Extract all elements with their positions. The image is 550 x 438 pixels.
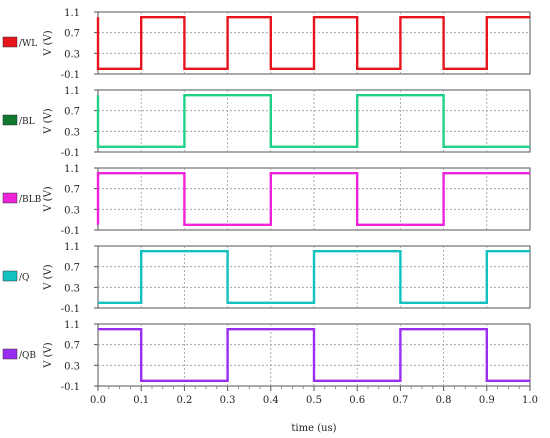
legend-swatch [2, 192, 18, 204]
x-axis-label: time (us) [291, 423, 336, 434]
legend-label: /WL [19, 39, 37, 49]
legend-swatch [2, 36, 18, 48]
y-tick-label: 0.7 [64, 263, 80, 274]
y-tick-label: 0.7 [64, 185, 80, 196]
legend-label: /BL [19, 117, 35, 127]
series-line [96, 93, 530, 149]
series-line [96, 16, 530, 71]
legend-label: /BLB [19, 195, 42, 205]
y-tick-label: 0.3 [64, 205, 80, 216]
legend-swatch [2, 114, 18, 126]
y-tick-label: 1.1 [64, 164, 80, 175]
y-axis-label: V (V) [43, 108, 54, 135]
y-axis-label: V (V) [43, 186, 54, 213]
y-tick-label: 0.7 [64, 341, 80, 352]
x-axis: 0.0 0.1 0.2 0.3 0.4 0.5 0.6 0.7 0.8 0.9 1.0 [90, 386, 538, 406]
legend-swatch [2, 270, 18, 282]
x-tick-label: 0.0 [90, 395, 106, 406]
panel-wl: 1.1 0.7 0.3 -0.1 V (V) /WL [2, 8, 531, 81]
panel-frame [97, 89, 531, 153]
y-tick-label: 0.3 [64, 283, 80, 294]
y-tick-label: -0.1 [61, 226, 80, 237]
panel-q: 1.1 0.7 0.3 -0.1 V (V) /Q [2, 242, 531, 315]
legend-label: /Q [19, 273, 29, 283]
y-tick-label: 0.3 [64, 361, 80, 372]
y-tick-label: 1.1 [64, 86, 80, 97]
x-tick-label: 0.7 [392, 395, 408, 406]
y-tick-label: 1.1 [64, 242, 80, 253]
x-tick-label: 0.1 [133, 395, 149, 406]
x-tick-label: 0.2 [176, 395, 192, 406]
y-tick-label: 0.3 [64, 49, 80, 60]
series-line [98, 328, 530, 382]
legend-label: /QB [19, 351, 36, 361]
series-line [96, 171, 530, 227]
x-tick-label: 0.3 [220, 395, 236, 406]
y-tick-label: -0.1 [61, 304, 80, 315]
y-tick-label: 1.1 [64, 8, 80, 19]
y-tick-label: 0.7 [64, 107, 80, 118]
series-line [98, 249, 530, 304]
x-tick-label: 0.9 [479, 395, 495, 406]
y-tick-label: 0.3 [64, 127, 80, 138]
x-tick-label: 0.6 [349, 395, 365, 406]
chart-panels: 1.10.70.3-0.1V (V)/WL1.10.70.3-0.1V (V)/… [2, 8, 531, 393]
x-tick-label: 0.4 [263, 395, 279, 406]
y-axis-label: V (V) [43, 264, 54, 291]
y-tick-label: -0.1 [61, 70, 80, 81]
y-axis-label: V (V) [43, 342, 54, 369]
panel-blb: 1.1 0.7 0.3 -0.1 V (V)/BLB [2, 164, 531, 237]
panel-bl: 1.1 0.7 0.3 -0.1 V (V) /BL [2, 86, 531, 159]
y-tick-label: -0.1 [61, 382, 80, 393]
x-tick-label: 0.5 [306, 395, 322, 406]
y-tick-label: 1.1 [64, 320, 80, 331]
y-tick-label: 0.7 [64, 29, 80, 40]
y-axis-label: V (V) [43, 30, 54, 57]
x-tick-label: 1.0 [522, 395, 538, 406]
x-tick-label: 0.8 [436, 395, 452, 406]
y-tick-label: -0.1 [61, 148, 80, 159]
legend-swatch [2, 348, 18, 360]
panel-frame [97, 167, 531, 231]
panel-qb: 1.1 0.7 0.3 -0.1 V (V) /QB [2, 320, 531, 393]
